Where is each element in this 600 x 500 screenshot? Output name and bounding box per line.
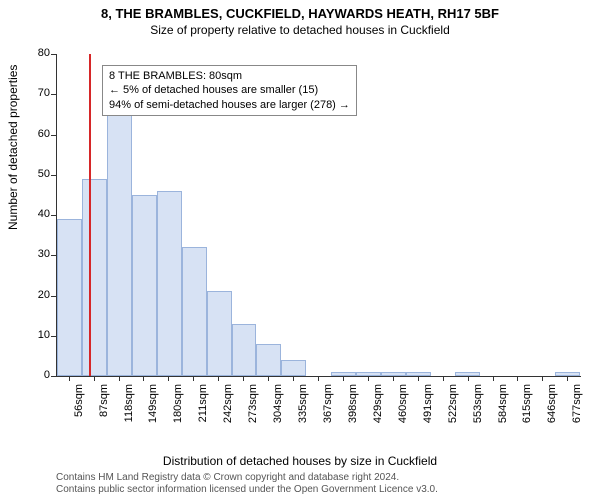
x-tick-mark xyxy=(94,376,95,381)
x-tick-mark xyxy=(468,376,469,381)
title-address: 8, THE BRAMBLES, CUCKFIELD, HAYWARDS HEA… xyxy=(0,0,600,21)
x-tick-mark xyxy=(517,376,518,381)
y-tick-label: 20 xyxy=(20,289,50,301)
x-tick-mark xyxy=(493,376,494,381)
footer-attribution: Contains HM Land Registry data © Crown c… xyxy=(56,472,438,496)
x-tick-mark xyxy=(418,376,419,381)
x-axis-label: Distribution of detached houses by size … xyxy=(0,454,600,468)
histogram-bar xyxy=(157,191,182,376)
y-tick-label: 70 xyxy=(20,87,50,99)
reference-annotation: 8 THE BRAMBLES: 80sqm← 5% of detached ho… xyxy=(102,65,357,116)
y-tick-label: 30 xyxy=(20,248,50,260)
footer-line1: Contains HM Land Registry data © Crown c… xyxy=(56,472,438,484)
x-tick-mark xyxy=(119,376,120,381)
y-tick-mark xyxy=(51,215,56,216)
y-tick-mark xyxy=(51,135,56,136)
x-tick-mark xyxy=(368,376,369,381)
x-tick-label: 584sqm xyxy=(497,384,509,428)
histogram-bar xyxy=(182,247,207,376)
histogram-bar xyxy=(132,195,157,376)
x-tick-mark xyxy=(168,376,169,381)
x-tick-mark xyxy=(268,376,269,381)
x-tick-label: 211sqm xyxy=(197,384,209,428)
histogram-bar xyxy=(207,291,232,376)
x-tick-label: 273sqm xyxy=(247,384,259,428)
x-tick-label: 242sqm xyxy=(222,384,234,428)
y-tick-label: 60 xyxy=(20,128,50,140)
y-tick-label: 10 xyxy=(20,329,50,341)
y-tick-mark xyxy=(51,255,56,256)
x-tick-mark xyxy=(243,376,244,381)
x-tick-mark xyxy=(69,376,70,381)
x-tick-label: 367sqm xyxy=(322,384,334,428)
histogram-bar xyxy=(256,344,281,376)
x-tick-label: 491sqm xyxy=(422,384,434,428)
reference-line xyxy=(89,54,91,376)
footer-line2: Contains public sector information licen… xyxy=(56,484,438,496)
x-tick-label: 615sqm xyxy=(521,384,533,428)
x-tick-label: 180sqm xyxy=(172,384,184,428)
x-tick-label: 460sqm xyxy=(397,384,409,428)
y-tick-label: 80 xyxy=(20,47,50,59)
x-tick-label: 553sqm xyxy=(472,384,484,428)
x-tick-mark xyxy=(567,376,568,381)
x-tick-mark xyxy=(318,376,319,381)
annotation-line: 94% of semi-detached houses are larger (… xyxy=(109,98,350,112)
histogram-bar xyxy=(281,360,306,376)
x-tick-label: 87sqm xyxy=(98,384,110,428)
histogram-bar xyxy=(232,324,257,376)
y-tick-mark xyxy=(51,54,56,55)
y-tick-label: 40 xyxy=(20,208,50,220)
x-tick-label: 149sqm xyxy=(147,384,159,428)
y-tick-label: 0 xyxy=(20,369,50,381)
y-axis-label: Number of detached properties xyxy=(6,65,20,230)
x-tick-label: 677sqm xyxy=(571,384,583,428)
histogram-bar xyxy=(57,219,82,376)
x-tick-mark xyxy=(393,376,394,381)
x-tick-mark xyxy=(542,376,543,381)
x-tick-mark xyxy=(193,376,194,381)
x-tick-label: 429sqm xyxy=(372,384,384,428)
y-tick-mark xyxy=(51,296,56,297)
x-tick-label: 335sqm xyxy=(297,384,309,428)
histogram-bar xyxy=(107,106,132,376)
x-tick-mark xyxy=(293,376,294,381)
x-tick-label: 398sqm xyxy=(347,384,359,428)
chart-container: 8, THE BRAMBLES, CUCKFIELD, HAYWARDS HEA… xyxy=(0,0,600,500)
annotation-line: ← 5% of detached houses are smaller (15) xyxy=(109,83,350,97)
y-tick-label: 50 xyxy=(20,168,50,180)
x-tick-mark xyxy=(218,376,219,381)
x-tick-label: 646sqm xyxy=(546,384,558,428)
y-tick-mark xyxy=(51,336,56,337)
x-tick-mark xyxy=(143,376,144,381)
x-tick-mark xyxy=(443,376,444,381)
x-tick-label: 304sqm xyxy=(272,384,284,428)
y-tick-mark xyxy=(51,94,56,95)
y-tick-mark xyxy=(51,175,56,176)
title-subtitle: Size of property relative to detached ho… xyxy=(0,21,600,37)
y-tick-mark xyxy=(51,376,56,377)
histogram-bar xyxy=(82,179,107,376)
x-tick-mark xyxy=(343,376,344,381)
x-tick-label: 522sqm xyxy=(447,384,459,428)
x-tick-label: 118sqm xyxy=(123,384,135,428)
annotation-line: 8 THE BRAMBLES: 80sqm xyxy=(109,69,350,83)
x-tick-label: 56sqm xyxy=(73,384,85,428)
